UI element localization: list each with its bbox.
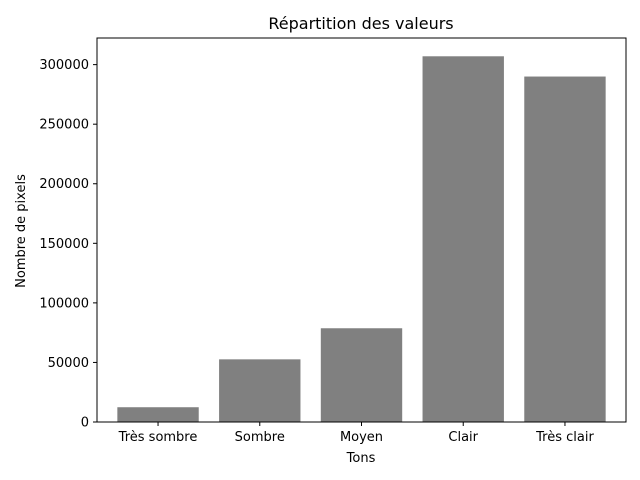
y-tick-label: 250000 xyxy=(39,118,89,133)
bar-4 xyxy=(524,76,606,423)
bar-3 xyxy=(422,56,504,423)
x-tick-label: Moyen xyxy=(340,430,383,445)
bar-2 xyxy=(320,328,403,422)
y-tick-label: 100000 xyxy=(39,296,89,311)
bar-0 xyxy=(117,407,199,422)
bars-group xyxy=(117,56,606,423)
y-tick-label: 300000 xyxy=(39,58,89,73)
y-tick-label: 0 xyxy=(81,416,89,431)
chart-title: Répartition des valeurs xyxy=(268,14,453,33)
y-tick-label: 50000 xyxy=(48,356,89,371)
y-tick-label: 200000 xyxy=(39,177,89,192)
x-tick-label: Sombre xyxy=(235,430,285,445)
y-axis: 0 50000 100000 150000 200000 250000 300000 xyxy=(39,58,97,431)
y-axis-label: Nombre de pixels xyxy=(14,174,29,288)
x-tick-label: Très sombre xyxy=(118,430,198,445)
x-axis-label: Tons xyxy=(346,451,376,466)
y-tick-label: 150000 xyxy=(39,237,89,252)
x-axis: Très sombre Sombre Moyen Clair Très clair xyxy=(118,422,594,445)
x-tick-label: Clair xyxy=(448,430,478,445)
x-tick-label: Très clair xyxy=(535,430,594,445)
bar-1 xyxy=(219,359,301,422)
